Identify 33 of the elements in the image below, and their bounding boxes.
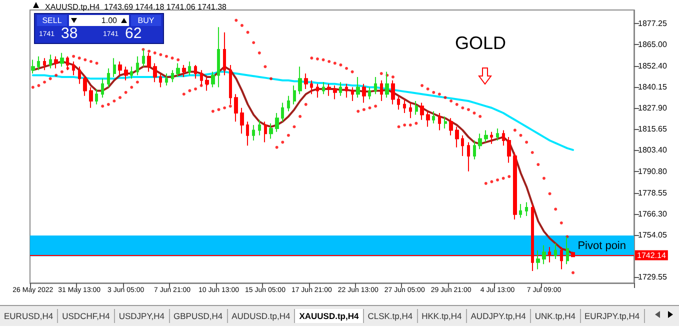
text: GBPUSD,H4 <box>170 309 228 323</box>
y-tick-label: 1790.80 <box>638 167 668 176</box>
annotation: 1.00 <box>100 15 117 26</box>
text: AUDJPY.tp,H4 <box>466 309 531 323</box>
y-tick-label: 1815.65 <box>638 124 668 134</box>
text: CLSK.tp,H4 <box>364 309 418 323</box>
text: HKK.tp,H4 <box>418 309 467 323</box>
ref-line-label: 1742.14 <box>637 250 666 260</box>
text: USDJPY,H4 <box>114 309 170 323</box>
annotation: BUY <box>131 15 161 26</box>
y-tick-label: 1754.05 <box>638 230 668 240</box>
y-tick-label: 1877.25 <box>638 18 668 28</box>
band-label: Pivot poin <box>578 240 626 252</box>
text: XAUUSD.tp,H4 <box>295 309 364 323</box>
y-tick-label: 1865.00 <box>638 40 668 49</box>
y-tick-label: 1766.30 <box>638 209 668 218</box>
text: AUDUSD.tp,H4 <box>228 309 296 323</box>
text: EURUSD,H4 <box>0 309 58 323</box>
annotation: SELL <box>37 15 67 26</box>
text: USDCHF,H4 <box>58 309 115 323</box>
y-tick-label: 1827.90 <box>638 104 668 113</box>
text: EURJPY.tp,H4 <box>580 309 645 323</box>
y-tick-label: 1778.55 <box>638 188 668 198</box>
number-field: 1.00 <box>69 15 129 26</box>
y-tick-label: 1852.40 <box>638 61 668 70</box>
chart-title: XAUUSD.tp,H4 1743.69 1744.18 1741.06 1741.38 <box>45 2 228 12</box>
annotation: 38 <box>61 25 78 42</box>
annotation: GOLD <box>455 33 506 54</box>
y-tick-label: 1729.55 <box>638 272 668 282</box>
y-tick-label: 1803.40 <box>638 146 668 155</box>
annotation: 62 <box>125 25 142 42</box>
y-tick-label: 1840.15 <box>638 82 668 92</box>
text: UNK.tp,H4 <box>530 309 581 323</box>
